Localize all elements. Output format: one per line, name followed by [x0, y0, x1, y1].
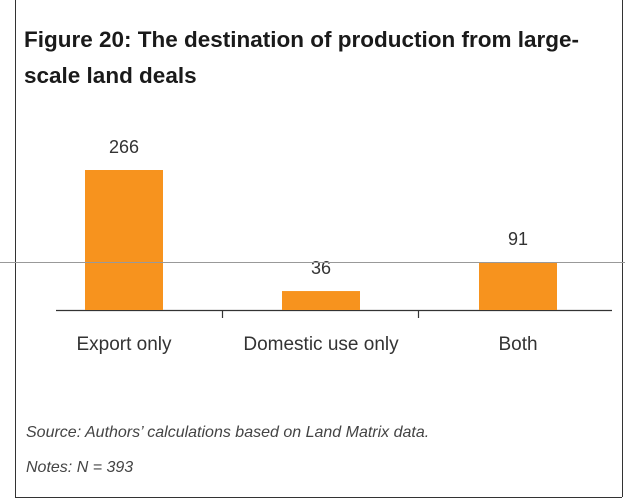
source-note: Source: Authors’ calculations based on L… — [26, 424, 429, 441]
x-tick-label: Both — [498, 334, 537, 355]
value-label: 91 — [508, 229, 528, 249]
x-tick-label: Export only — [76, 334, 172, 355]
value-label: 266 — [109, 137, 139, 157]
chart-title: Figure 20: The destination of production… — [24, 27, 580, 88]
bar — [479, 262, 557, 310]
notes: Notes: N = 393 — [26, 459, 133, 476]
value-label: 36 — [311, 258, 331, 278]
bar — [85, 170, 163, 310]
bar — [282, 291, 360, 310]
x-tick-label: Domestic use only — [243, 334, 399, 355]
